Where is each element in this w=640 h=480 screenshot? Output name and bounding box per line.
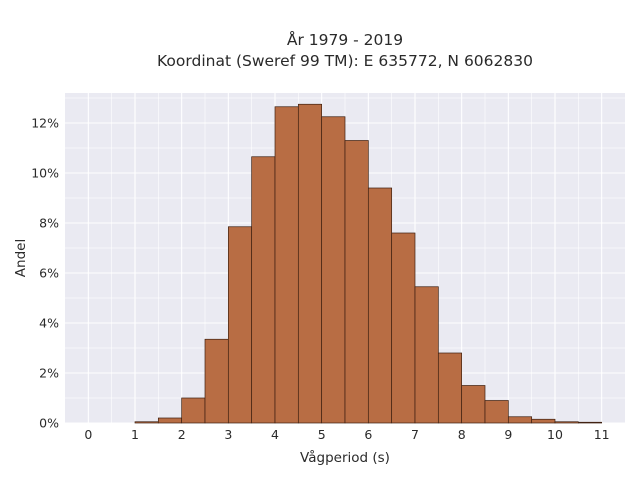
histogram-bar bbox=[157, 417, 183, 424]
histogram-bar bbox=[227, 226, 253, 424]
x-tick-label: 2 bbox=[178, 427, 186, 442]
y-tick-label: 6% bbox=[39, 266, 59, 281]
x-tick-label: 7 bbox=[411, 427, 419, 442]
x-tick-label: 3 bbox=[224, 427, 232, 442]
y-tick-label: 12% bbox=[31, 116, 59, 131]
x-tick-label: 8 bbox=[458, 427, 466, 442]
y-tick-label: 4% bbox=[39, 316, 59, 331]
histogram-bar bbox=[251, 156, 276, 424]
histogram-bar bbox=[461, 385, 486, 424]
x-tick-labels: 0 1 2 3 4 5 6 7 8 9 10 11 bbox=[84, 427, 609, 442]
histogram-bar bbox=[181, 397, 206, 424]
histogram-bar bbox=[274, 106, 299, 424]
histogram-bar bbox=[554, 421, 579, 424]
x-tick-label: 6 bbox=[364, 427, 372, 442]
histogram-bar bbox=[531, 418, 556, 424]
histogram-bar bbox=[577, 421, 603, 424]
y-axis-label: Andel bbox=[13, 239, 29, 277]
histogram-bar bbox=[134, 421, 159, 424]
y-tick-label: 10% bbox=[31, 166, 59, 181]
y-tick-label: 8% bbox=[39, 216, 59, 231]
histogram-bar bbox=[321, 116, 346, 424]
x-axis-label: Vågperiod (s) bbox=[300, 449, 390, 466]
chart-title-line2: Koordinat (Sweref 99 TM): E 635772, N 60… bbox=[157, 52, 533, 70]
y-tick-label: 2% bbox=[39, 366, 59, 381]
histogram-bar bbox=[484, 400, 509, 424]
histogram-bar bbox=[367, 187, 393, 424]
x-tick-label: 9 bbox=[504, 427, 512, 442]
x-tick-label: 5 bbox=[318, 427, 326, 442]
y-tick-labels: 0% 2% 4% 6% 8% 10% 12% bbox=[31, 116, 59, 431]
x-tick-label: 1 bbox=[131, 427, 139, 442]
histogram-bar bbox=[507, 416, 533, 424]
histogram-bar bbox=[297, 103, 323, 424]
x-tick-label: 10 bbox=[547, 427, 563, 442]
x-tick-label: 0 bbox=[84, 427, 92, 442]
bars bbox=[134, 103, 603, 424]
y-tick-label: 0% bbox=[39, 416, 59, 431]
histogram-bar bbox=[414, 286, 439, 424]
x-tick-label: 11 bbox=[594, 427, 610, 442]
histogram-bar bbox=[437, 352, 463, 424]
chart-title-line1: År 1979 - 2019 bbox=[287, 30, 403, 49]
histogram-bar bbox=[391, 232, 416, 424]
histogram-bar bbox=[344, 140, 369, 424]
histogram-bar bbox=[204, 338, 229, 424]
x-tick-label: 4 bbox=[271, 427, 279, 442]
